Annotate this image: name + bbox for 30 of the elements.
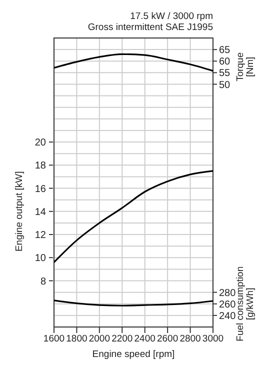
x-axis-title: Engine speed [rpm] [92, 349, 175, 360]
x-tick-label: 1800 [66, 334, 88, 345]
line-series [54, 170, 213, 264]
y2-tick-label: 60 [218, 56, 231, 68]
x-tick-label: 2000 [88, 334, 110, 345]
y-tick-label: 16 [34, 184, 46, 195]
y-tick-label: 12 [34, 230, 46, 242]
x-tick-label: 1600 [43, 334, 65, 345]
y-tick-label: 18 [34, 160, 46, 172]
y3-tick-label: 260 [219, 299, 236, 310]
y-tick-label: 20 [34, 138, 46, 149]
y-axis-title: Engine output [kW] [14, 171, 25, 252]
chart-title: 17.5 kW / 3000 rpm [129, 11, 213, 22]
y3-axis-title: Fuel consumption [g/kWh] [235, 266, 256, 342]
y3-tick-label: 280 [219, 288, 236, 299]
y2-tick-label: 55 [218, 68, 231, 80]
line-series [54, 53, 213, 72]
y-tick-label: 10 [34, 253, 46, 264]
x-tick-label: 2800 [180, 334, 201, 345]
x-tick-label: 3000 [202, 334, 224, 345]
y-tick-label: 14 [34, 206, 46, 218]
x-tick-label: 2200 [112, 334, 133, 345]
y-tick-label: 8 [40, 276, 46, 288]
y2-tick-label: 50 [218, 80, 231, 91]
x-tick-label: 2400 [134, 334, 156, 345]
y2-axis-title: Torque [Nm] [234, 52, 256, 82]
y3-tick-label: 240 [219, 310, 236, 322]
x-tick-label: 2600 [156, 334, 178, 345]
chart-subtitle: Gross intermittent SAE J1995 [88, 22, 213, 33]
y2-tick-label: 65 [218, 45, 231, 56]
